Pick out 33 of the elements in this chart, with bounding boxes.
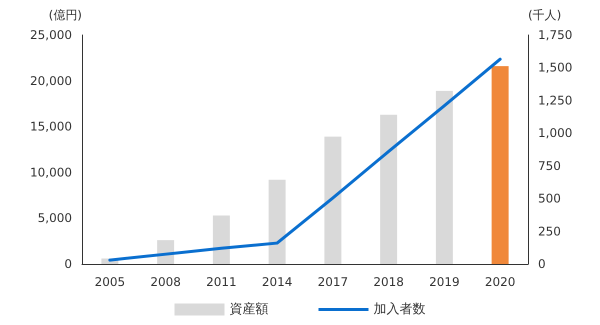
y2-tick-label: 1,250 [538,93,572,108]
x-tick-label: 2018 [373,275,404,289]
bar [492,66,509,264]
y2-tick-label: 750 [538,158,561,173]
y-tick-label: 5,000 [38,211,72,226]
x-tick-label: 2017 [318,275,348,289]
y2-tick-label: 1,000 [538,126,572,140]
y2-tick-label: 1,500 [538,60,572,75]
x-tick-label: 2014 [262,275,292,289]
x-tick-label: 2005 [94,275,126,289]
bar [268,180,286,264]
y2-tick-label: 0 [538,257,546,271]
line-series [108,58,502,262]
x-tick-label: 2011 [206,275,237,289]
y-tick-label: 10,000 [30,165,72,180]
x-tick-label: 2020 [484,275,516,289]
y2-axis-title: (千人) [528,8,562,22]
bar [324,136,342,264]
y-tick-label: 25,000 [30,28,72,42]
y-axis-title: (億円) [48,8,82,22]
legend-label: 加入者数 [374,302,426,317]
x-tick-label: 2019 [429,275,460,289]
y2-tick-label: 250 [538,224,561,238]
y-tick-label: 0 [64,257,72,271]
legend-label: 資産額 [230,301,268,317]
y-tick-label: 15,000 [30,120,72,134]
y2-tick-label: 500 [538,192,561,206]
bar [436,90,453,264]
y2-tick-label: 1,750 [538,28,572,42]
bar [380,114,398,264]
y-tick-label: 20,000 [30,74,72,88]
x-tick-label: 2008 [150,275,181,289]
bar [212,215,230,264]
